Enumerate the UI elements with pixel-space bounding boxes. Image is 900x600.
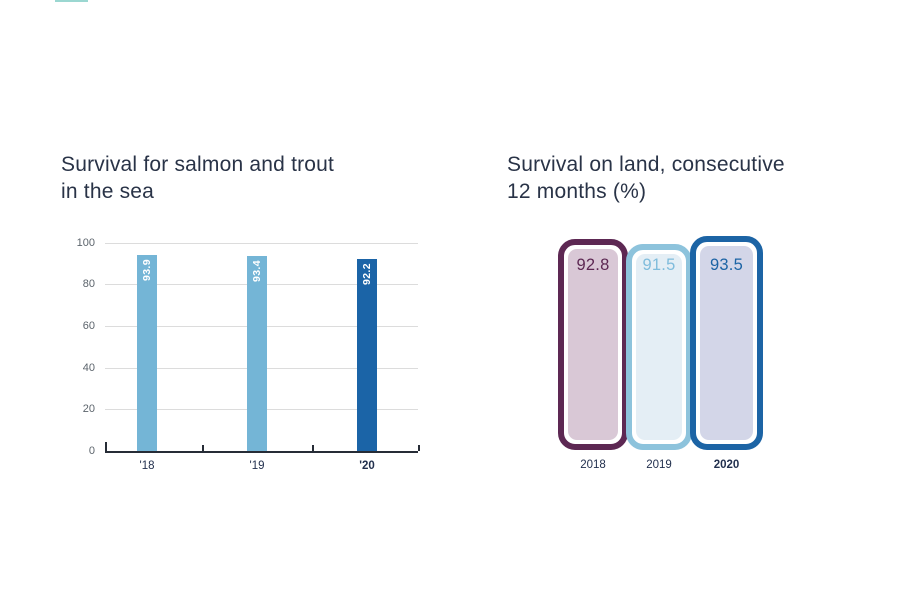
pill-category-label-0: 2018 (580, 459, 606, 471)
pill-value-label-2: 93.5 (710, 256, 743, 274)
bar-18 (137, 255, 157, 451)
sea-bar-chart-plot: 0 20 40 60 80 100 93.9 '18 93.4 '19 92.2 '20 (60, 235, 430, 485)
top-accent-mark (55, 0, 88, 2)
pill-category-label-1: 2019 (646, 459, 672, 471)
pill-fill-2018 (568, 248, 618, 440)
x-axis-tick-0 (105, 442, 107, 451)
y-axis-tick-label-20: 20 (82, 403, 95, 416)
pill-fill-2020 (700, 246, 753, 440)
x-axis-category-label-2: '20 (359, 460, 375, 472)
y-axis-tick-label-40: 40 (82, 361, 95, 374)
x-axis-line (105, 451, 418, 453)
bar-19 (247, 256, 267, 451)
sea-chart-title-line2: in the sea (61, 180, 155, 203)
bar-value-label-0: 93.9 (141, 259, 153, 282)
x-axis-tick-2 (312, 445, 314, 451)
y-axis-tick-label-60: 60 (82, 320, 95, 332)
bar-value-label-1: 93.4 (251, 260, 263, 283)
land-chart-title: Survival on land, consecutive 12 months (… (507, 151, 900, 205)
x-axis-category-label-1: '19 (249, 460, 265, 472)
pill-fill-2019 (636, 254, 682, 440)
land-chart-title-line1: Survival on land, consecutive (507, 153, 785, 176)
x-axis-category-label-0: '18 (139, 460, 155, 472)
sea-chart-title: Survival for salmon and trout in the sea (61, 151, 461, 205)
pill-2020 (690, 236, 763, 450)
bar-value-label-2: 92.2 (361, 262, 373, 285)
bar-20 (357, 258, 377, 451)
land-pill-chart-plot: 92.8 2018 91.5 2019 93.5 2020 (540, 230, 785, 480)
y-axis-tick-label-80: 80 (82, 278, 95, 291)
y-axis-tick-label-100: 100 (76, 236, 95, 249)
x-axis-tick-1 (202, 445, 204, 451)
pill-category-label-2: 2020 (713, 459, 740, 471)
land-chart-title-line2: 12 months (%) (507, 180, 647, 203)
pill-value-label-0: 92.8 (576, 256, 610, 274)
pill-2018 (558, 238, 628, 450)
y-axis-tick-label-0: 0 (88, 445, 95, 457)
gridline-100 (105, 242, 418, 244)
x-axis-tick-3 (418, 445, 420, 451)
pill-2019 (626, 244, 692, 450)
sea-chart-title-line1: Survival for salmon and trout (61, 153, 335, 176)
pill-value-label-1: 91.5 (642, 256, 676, 274)
